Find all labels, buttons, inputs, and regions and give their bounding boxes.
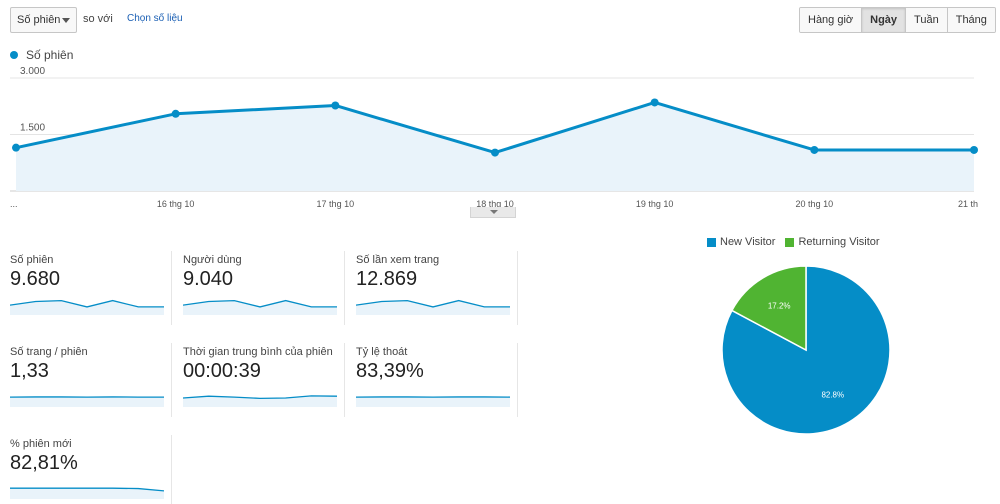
data-point <box>171 109 180 118</box>
metric-value: 1,33 <box>10 360 49 382</box>
pie-legend-label: New Visitor <box>720 236 776 248</box>
sparkline-line <box>183 395 337 400</box>
metric-sparkline <box>183 299 337 315</box>
collapse-triangle-icon <box>490 210 498 214</box>
sparkline-line <box>356 299 510 308</box>
metric-sparkline <box>10 487 164 499</box>
pie-slice <box>730 265 807 352</box>
metric-select[interactable]: Số phiên <box>10 7 77 33</box>
chart-legend: Số phiên <box>10 48 73 62</box>
x-tick-label: ... <box>10 199 18 209</box>
metric-label: Số phiên <box>10 254 54 266</box>
pie-legend-returning-visitor[interactable]: Returning Visitor <box>785 236 880 248</box>
legend-swatch-icon <box>707 237 716 247</box>
metric-value: 12.869 <box>356 268 418 290</box>
metric-sparkline <box>356 299 510 315</box>
tile-divider <box>517 343 518 417</box>
sparkline-line <box>10 299 164 308</box>
sparkline-area <box>356 300 510 315</box>
sessions-line-chart: 3.000 1.500... 16 thg 10 17 thg 10 18 thg 10… <box>10 66 978 209</box>
metric-tile-users[interactable]: Người dùng 9.040 <box>173 247 345 332</box>
data-point <box>810 145 819 154</box>
y-tick-label: 1.500 <box>20 123 45 134</box>
y-tick-label: 3.000 <box>20 66 45 77</box>
sparkline-area <box>10 488 164 499</box>
tile-divider <box>344 251 345 325</box>
data-point <box>970 145 978 154</box>
x-tick-label: 19 thg 10 <box>636 199 674 209</box>
data-point <box>491 148 499 157</box>
chart-legend-label: Số phiên <box>26 48 74 62</box>
sparkline-area <box>356 396 510 407</box>
x-tick-label: 18 thg 10 <box>476 199 514 209</box>
metric-value: 00:00:39 <box>183 360 261 382</box>
pick-metric-link[interactable]: Chọn số liệu <box>127 13 183 24</box>
sparkline-area <box>183 395 337 407</box>
metric-tile-sessions[interactable]: Số phiên 9.680 <box>0 247 172 332</box>
metric-sparkline <box>10 396 164 407</box>
metric-sparkline <box>10 299 164 315</box>
tile-divider <box>171 343 172 417</box>
metric-tile-pages-per-session[interactable]: Số trang / phiên 1,33 <box>0 339 172 424</box>
period-hourly-button[interactable]: Hàng giờ <box>800 8 863 32</box>
sparkline-line <box>183 299 337 308</box>
metric-sparkline <box>356 396 510 407</box>
metric-value: 9.040 <box>183 268 234 290</box>
period-day-button[interactable]: Ngày <box>862 8 907 32</box>
tile-divider <box>517 251 518 325</box>
visitor-type-pie-chart: 82.8% 17.2% <box>721 265 891 435</box>
tile-divider <box>344 343 345 417</box>
data-point <box>12 143 20 152</box>
tile-divider <box>171 435 172 504</box>
x-tick-label: 16 thg 10 <box>157 199 195 209</box>
pie-legend-label: Returning Visitor <box>798 236 880 248</box>
sparkline-area <box>183 300 337 315</box>
data-point <box>650 98 659 107</box>
period-toggle-group: Hàng giờ Ngày Tuần Tháng <box>799 7 996 33</box>
pie-legend-new-visitor[interactable]: New Visitor <box>707 236 775 248</box>
metric-tile-avg-session-duration[interactable]: Thời gian trung bình của phiên 00:00:39 <box>173 339 345 424</box>
period-week-button[interactable]: Tuần <box>906 8 948 32</box>
sparkline-line <box>10 487 164 492</box>
series-area <box>16 102 974 191</box>
chart-collapse-handle[interactable] <box>470 207 516 218</box>
metric-tile-new-sessions[interactable]: % phiên mới 82,81% <box>0 431 172 504</box>
metric-select-value: Số phiên <box>17 14 61 26</box>
pie-slice-label: 82.8% <box>821 391 844 400</box>
toolbar: Số phiên so với Chọn số liệu Hàng giờ Ng… <box>0 0 1000 40</box>
tile-divider <box>171 251 172 325</box>
metric-tile-bounce-rate[interactable]: Tỷ lệ thoát 83,39% <box>346 339 518 424</box>
pie-legend: New Visitor Returning Visitor <box>707 236 890 248</box>
metric-label: Số trang / phiên <box>10 346 88 358</box>
sparkline-area <box>10 396 164 407</box>
pie-slice-label: 17.2% <box>768 301 791 310</box>
x-tick-label: 21 th <box>958 199 978 209</box>
x-tick-label: 20 thg 10 <box>796 199 834 209</box>
legend-swatch-icon <box>785 237 795 247</box>
metric-value: 82,81% <box>10 452 78 474</box>
chevron-down-icon <box>62 18 70 23</box>
metric-sparkline <box>183 395 337 407</box>
metric-value: 9.680 <box>10 268 61 290</box>
x-tick-label: 17 thg 10 <box>317 199 355 209</box>
data-point <box>331 101 340 110</box>
metric-label: Thời gian trung bình của phiên <box>183 346 333 358</box>
metric-label: Người dùng <box>183 254 242 266</box>
compare-text: so với <box>83 13 113 25</box>
metric-value: 83,39% <box>356 360 424 382</box>
metric-label: % phiên mới <box>10 438 72 450</box>
series-dot-icon <box>10 51 18 59</box>
period-month-button[interactable]: Tháng <box>947 8 995 32</box>
metric-label: Số lần xem trang <box>356 254 440 266</box>
metric-label: Tỷ lệ thoát <box>356 346 408 358</box>
sparkline-area <box>10 300 164 315</box>
metric-tile-pageviews[interactable]: Số lần xem trang 12.869 <box>346 247 518 332</box>
